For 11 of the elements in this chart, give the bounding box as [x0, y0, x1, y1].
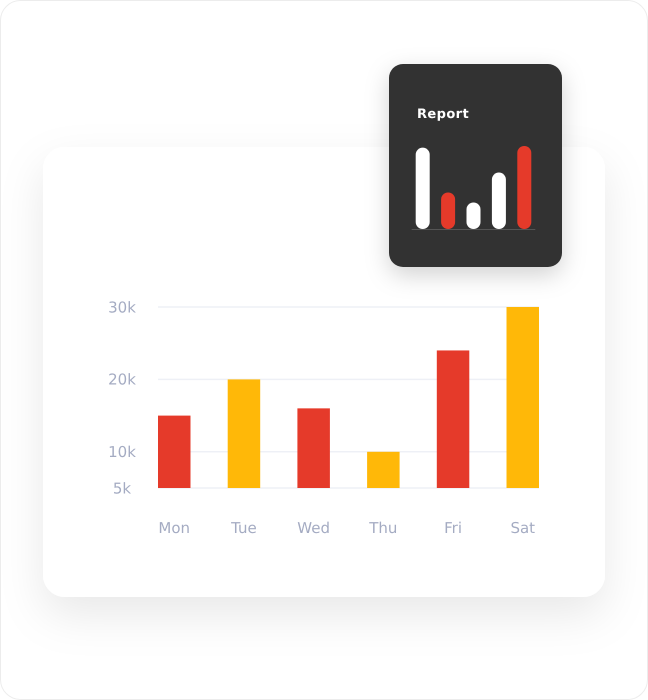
y-tick-label: 10k [108, 443, 136, 462]
x-tick-label: Sat [510, 519, 536, 537]
x-tick-label: Mon [158, 519, 190, 537]
x-tick-label: Tue [230, 519, 257, 537]
x-tick-label: Wed [297, 519, 330, 537]
chart-title: Report [417, 107, 470, 122]
y-tick-label: 20k [108, 370, 136, 389]
x-tick-label: Thu [368, 519, 398, 537]
y-tick-label: 5k [112, 479, 132, 498]
x-tick-label: Fri [444, 519, 462, 537]
y-tick-label: 30k [108, 298, 136, 316]
